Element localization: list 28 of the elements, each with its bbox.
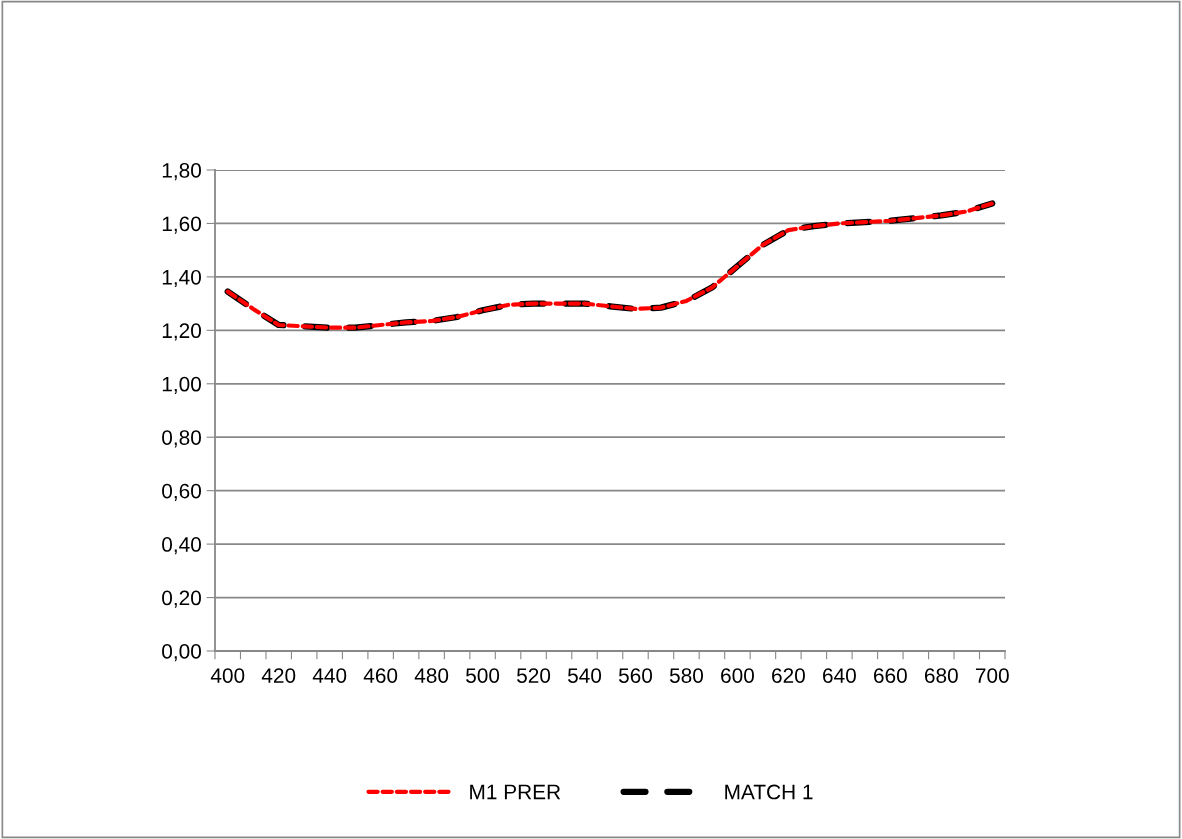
x-tick-label: 480 <box>414 668 449 683</box>
y-tick-label: 0,00 <box>162 644 201 662</box>
y-tick-label: 0,60 <box>162 483 201 501</box>
x-tick-label: 440 <box>312 668 347 683</box>
x-tick-label: 700 <box>975 668 1009 683</box>
x-tick-label: 580 <box>669 668 704 683</box>
y-tick-label: 1,60 <box>162 216 201 234</box>
legend-label: M1 PRER <box>470 784 561 800</box>
legend-label: MATCH 1 <box>725 784 813 800</box>
x-tick-label: 420 <box>261 668 296 683</box>
x-tick-label: 520 <box>517 668 551 683</box>
x-tick-label: 500 <box>466 668 500 683</box>
y-tick-label: 1,20 <box>162 323 201 341</box>
y-tick-label: 0,20 <box>162 590 201 608</box>
x-tick-label: 540 <box>567 668 602 683</box>
y-tick-label: 0,80 <box>162 430 201 448</box>
x-tick-label: 680 <box>924 668 958 683</box>
y-tick-label: 1,00 <box>162 376 201 394</box>
x-tick-label: 400 <box>210 668 245 683</box>
x-tick-label: 660 <box>874 668 907 683</box>
y-tick-label: 1,80 <box>162 163 201 181</box>
x-tick-label: 620 <box>772 668 805 683</box>
x-tick-label: 640 <box>823 668 856 683</box>
x-tick-label: 560 <box>618 668 653 683</box>
y-tick-label: 0,40 <box>162 537 201 555</box>
x-tick-label: 600 <box>721 668 754 683</box>
y-tick-label: 1,40 <box>162 269 201 288</box>
x-tick-label: 460 <box>363 668 398 683</box>
